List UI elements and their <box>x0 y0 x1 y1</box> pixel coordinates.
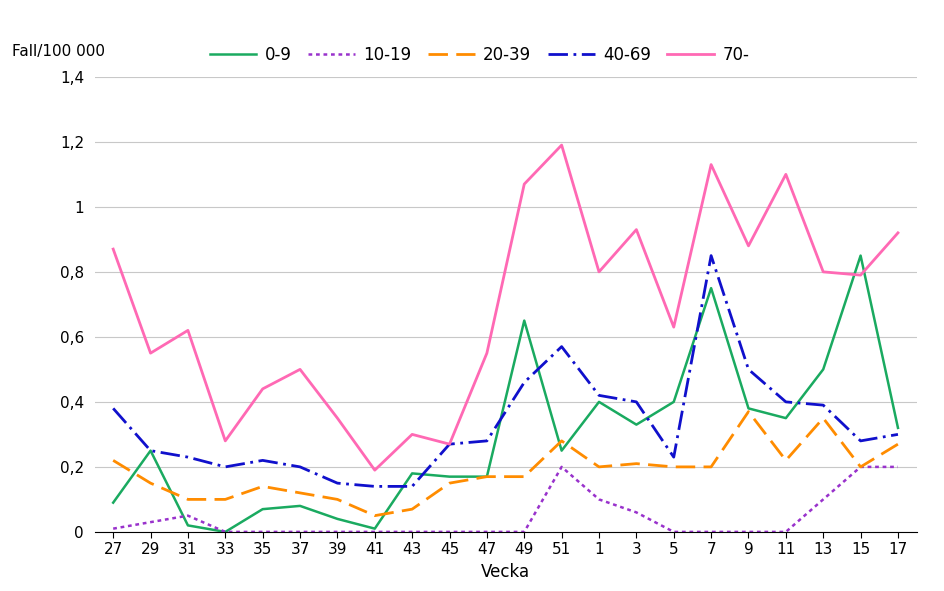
Text: Fall/100 000: Fall/100 000 <box>12 44 105 59</box>
Legend: 0-9, 10-19, 20-39, 40-69, 70-: 0-9, 10-19, 20-39, 40-69, 70- <box>210 46 749 64</box>
X-axis label: Vecka: Vecka <box>480 563 530 581</box>
